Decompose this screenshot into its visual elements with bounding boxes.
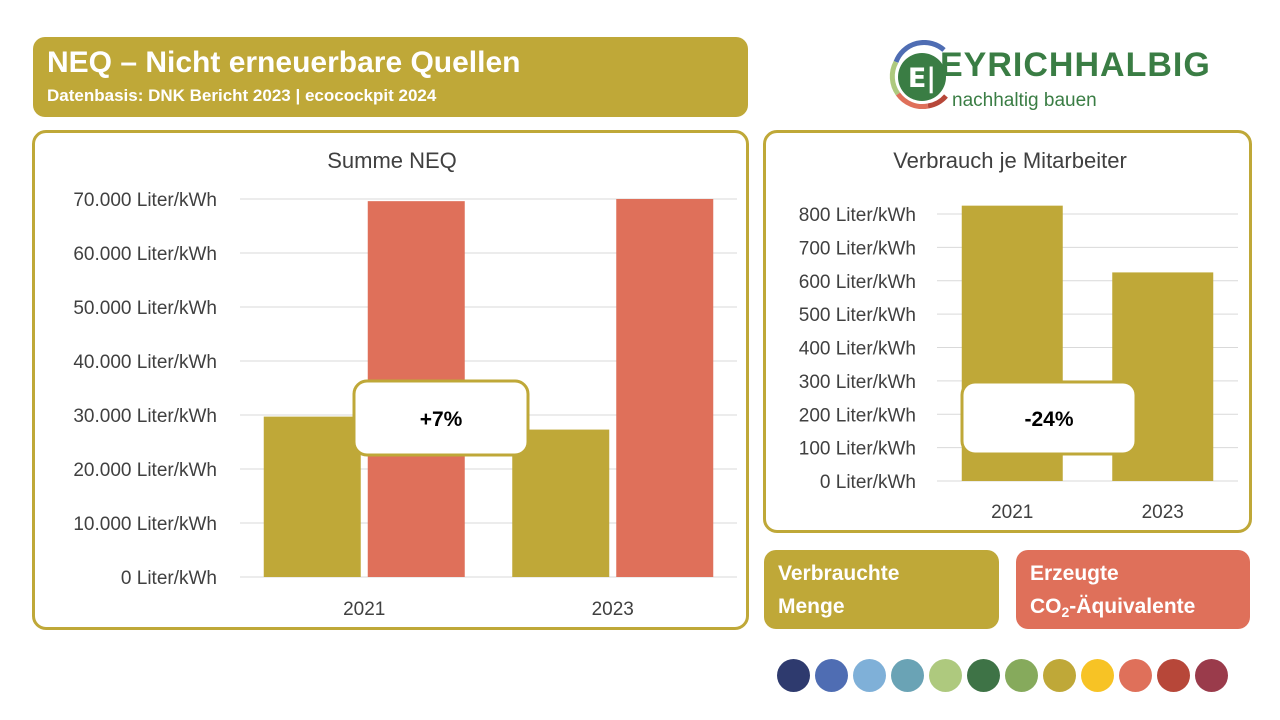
palette-dot <box>1157 659 1190 692</box>
legend-co2-aequivalente: Erzeugte CO2-Äquivalente <box>1016 550 1250 629</box>
y-tick-label: 40.000 Liter/kWh <box>73 352 217 373</box>
logo-tagline: nachhaltig bauen <box>952 90 1097 111</box>
summe-neq-chart: Summe NEQ 0 Liter/kWh 10.000 Liter/kWh 20.… <box>73 148 737 620</box>
palette-dot <box>815 659 848 692</box>
y-tick-label: 400 Liter/kWh <box>799 339 916 360</box>
y-tick-label: 0 Liter/kWh <box>121 568 217 589</box>
summe-neq-panel: Summe NEQ 0 Liter/kWh 10.000 Liter/kWh 20.… <box>32 130 749 630</box>
palette-dot <box>777 659 810 692</box>
legend-label-line2: Menge <box>778 595 845 618</box>
palette-dot <box>891 659 924 692</box>
palette-dot <box>1043 659 1076 692</box>
legend-verbrauchte-menge: Verbrauchte Menge <box>764 550 999 629</box>
palette-dot <box>929 659 962 692</box>
y-tick-label: 60.000 Liter/kWh <box>73 244 217 265</box>
logo-emblem-icon: E| <box>889 40 948 109</box>
company-logo: E| EYRICHHALBIG nachhaltig bauen <box>888 40 1233 116</box>
bar-2021-series-1 <box>263 416 361 577</box>
verbrauch-panel: Verbrauch je Mitarbeiter 0 Liter/kWh 100 … <box>763 130 1252 533</box>
palette-dot <box>1119 659 1152 692</box>
x-tick-label: 2023 <box>592 599 634 620</box>
palette-dot <box>853 659 886 692</box>
page-title: NEQ – Nicht erneuerbare Quellen <box>47 46 521 79</box>
y-tick-label: 70.000 Liter/kWh <box>73 190 217 211</box>
y-tick-label: 100 Liter/kWh <box>799 439 916 460</box>
legend-label-line1: Verbrauchte <box>778 562 900 585</box>
legend-label-line1: Erzeugte <box>1030 562 1119 585</box>
chart-title: Summe NEQ <box>327 148 457 173</box>
page-subtitle: Datenbasis: DNK Bericht 2023 | ecocockpi… <box>47 86 437 105</box>
legend-subscript: 2 <box>1061 604 1070 620</box>
y-tick-label: 20.000 Liter/kWh <box>73 460 217 481</box>
palette-dot <box>1081 659 1114 692</box>
y-tick-label: 30.000 Liter/kWh <box>73 406 217 427</box>
y-tick-label: 800 Liter/kWh <box>799 205 916 226</box>
y-tick-label: 0 Liter/kWh <box>820 472 916 493</box>
change-callout-label: +7% <box>420 408 463 431</box>
y-tick-label: 300 Liter/kWh <box>799 372 916 393</box>
y-tick-label: 700 Liter/kWh <box>799 238 916 259</box>
legend-label-line2: CO2-Äquivalente <box>1030 590 1250 629</box>
bar-2023-series-1 <box>512 429 610 577</box>
x-tick-label: 2021 <box>343 599 385 620</box>
bar-2023-series-2 <box>616 199 714 577</box>
y-tick-label: 50.000 Liter/kWh <box>73 298 217 319</box>
x-tick-label: 2021 <box>991 502 1033 523</box>
legend-co-text: CO <box>1030 595 1062 618</box>
palette-dot <box>1005 659 1038 692</box>
y-tick-label: 10.000 Liter/kWh <box>73 514 217 535</box>
y-tick-label: 600 Liter/kWh <box>799 272 916 293</box>
logo-name: EYRICHHALBIG <box>940 46 1211 84</box>
title-banner: NEQ – Nicht erneuerbare Quellen Datenbas… <box>33 37 748 117</box>
verbrauch-chart: Verbrauch je Mitarbeiter 0 Liter/kWh 100 … <box>799 148 1238 523</box>
y-tick-label: 500 Liter/kWh <box>799 305 916 326</box>
palette-dot <box>1195 659 1228 692</box>
y-tick-label: 200 Liter/kWh <box>799 405 916 426</box>
change-callout: -24% <box>960 380 1138 456</box>
legend-suffix-text: -Äquivalente <box>1069 595 1196 618</box>
palette-dot <box>967 659 1000 692</box>
change-callout: +7% <box>352 379 530 457</box>
change-callout-label: -24% <box>1024 408 1073 431</box>
x-tick-label: 2023 <box>1142 502 1184 523</box>
chart-title: Verbrauch je Mitarbeiter <box>893 148 1127 173</box>
svg-text:E|: E| <box>908 63 936 94</box>
